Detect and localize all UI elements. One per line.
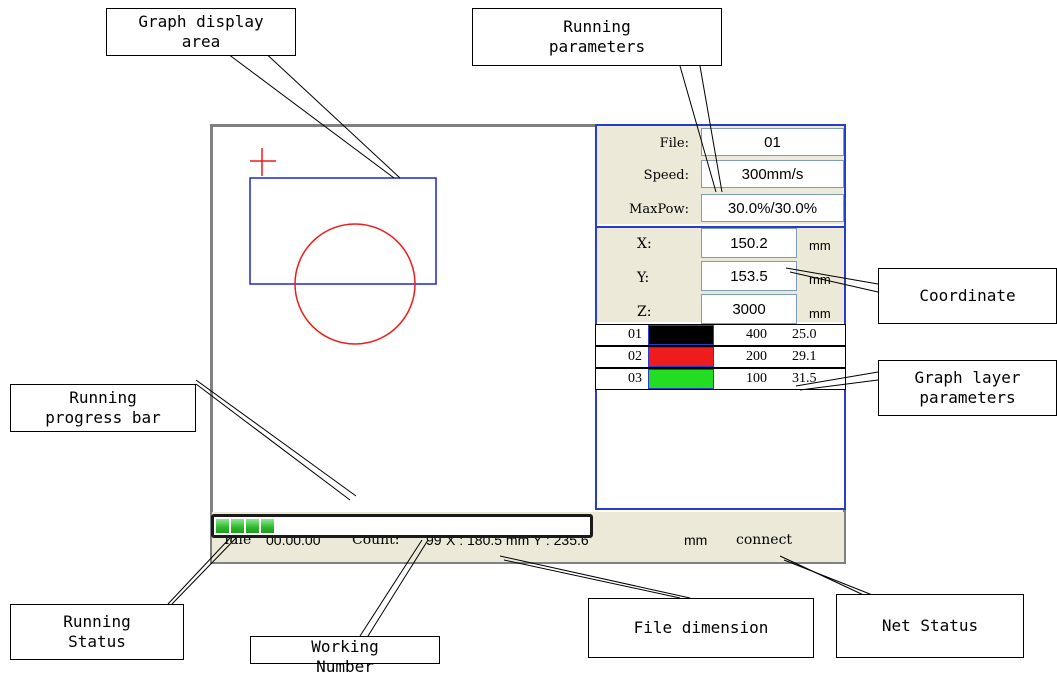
layer-color-swatch xyxy=(648,369,714,389)
layer-speed: 100 xyxy=(746,371,767,386)
x-label: X: xyxy=(637,236,652,252)
callout-coordinate: Coordinate xyxy=(878,268,1057,324)
y-unit: mm xyxy=(809,272,831,287)
layer-color-swatch xyxy=(648,325,714,345)
z-label: Z: xyxy=(637,304,652,320)
progress-segment xyxy=(231,519,244,533)
y-label: Y: xyxy=(637,270,650,286)
layer-row[interactable]: 01 400 25.0 xyxy=(595,324,846,346)
layer-number: 02 xyxy=(628,349,642,364)
file-value: 01 xyxy=(701,128,844,156)
net-status: connect xyxy=(736,532,793,548)
z-value: 3000 xyxy=(701,294,797,324)
speed-value: 300mm/s xyxy=(701,160,844,188)
layer-power: 29.1 xyxy=(792,349,817,364)
graph-display-area[interactable] xyxy=(210,124,596,510)
layer-number: 01 xyxy=(628,327,642,342)
layer-color-swatch xyxy=(648,347,714,367)
layer-power: 31.5 xyxy=(792,371,817,386)
z-unit: mm xyxy=(809,306,831,321)
callout-net-status: Net Status xyxy=(836,594,1024,658)
callout-running-status: Running Status xyxy=(10,604,184,660)
callout-graph-display-area: Graph display area xyxy=(106,8,296,56)
layer-speed: 400 xyxy=(746,327,767,342)
progress-fill xyxy=(216,519,274,533)
layer-row[interactable]: 03 100 31.5 xyxy=(595,368,846,390)
origin-crosshair-icon xyxy=(250,148,276,176)
dimension-unit: mm xyxy=(684,532,708,548)
running-progress-bar xyxy=(211,514,593,538)
callout-file-dimension: File dimension xyxy=(588,598,814,658)
layer-power: 25.0 xyxy=(792,327,817,342)
callout-graph-layer-parameters: Graph layer parameters xyxy=(878,360,1057,416)
layer-speed: 200 xyxy=(746,349,767,364)
preview-rectangle xyxy=(249,177,437,285)
callout-running-parameters: Running parameters xyxy=(472,8,722,66)
x-unit: mm xyxy=(809,238,831,253)
file-label: File: xyxy=(659,136,689,151)
graph-preview xyxy=(249,148,437,345)
x-value: 150.2 xyxy=(701,228,797,258)
speed-label: Speed: xyxy=(643,168,689,183)
layer-row[interactable]: 02 200 29.1 xyxy=(595,346,846,368)
progress-segment xyxy=(216,519,229,533)
running-parameters-block: File: 01 Speed: 300mm/s MaxPow: 30.0%/30… xyxy=(597,126,844,224)
callout-working-number: Working Number xyxy=(250,636,440,676)
progress-segment xyxy=(261,519,274,533)
coordinate-block: X: 150.2 mm Y: 153.5 mm Z: 3000 mm xyxy=(597,226,844,324)
layer-number: 03 xyxy=(628,371,642,386)
preview-circle xyxy=(294,223,416,345)
maxpow-label: MaxPow: xyxy=(629,202,689,217)
maxpow-value: 30.0%/30.0% xyxy=(701,194,844,222)
callout-running-progress-bar: Running progress bar xyxy=(10,384,196,432)
y-value: 153.5 xyxy=(701,261,797,291)
progress-segment xyxy=(246,519,259,533)
